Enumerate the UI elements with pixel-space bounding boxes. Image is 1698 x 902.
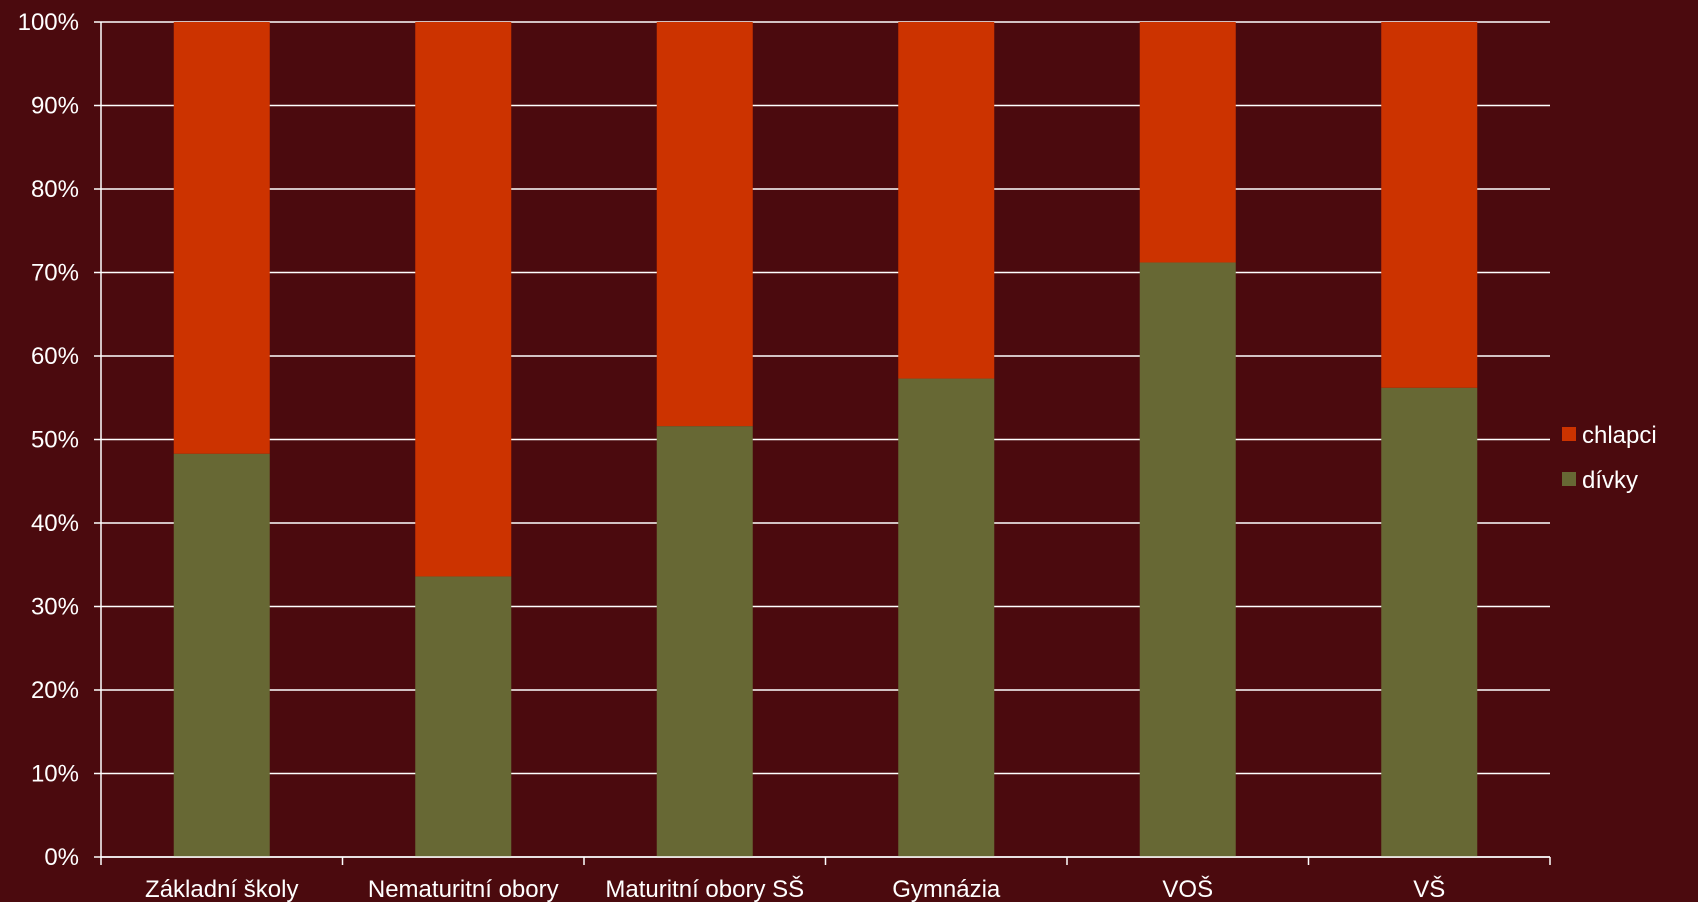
y-tick-label: 0% (44, 844, 79, 871)
bar-segment-divky (173, 453, 270, 857)
y-tick-label: 30% (31, 594, 79, 621)
bar-segment-chlapci (415, 22, 512, 577)
bar-segment-divky (656, 426, 753, 857)
legend: chlapci dívky (1562, 422, 1657, 494)
y-tick-label: 50% (31, 427, 79, 454)
axes (94, 21, 1551, 865)
bar-segment-chlapci (898, 22, 995, 379)
y-tick-label: 10% (31, 761, 79, 788)
bar-segment-divky (898, 378, 995, 857)
legend-swatch (1562, 427, 1576, 441)
y-tick-label: 70% (31, 260, 79, 287)
gridlines (101, 21, 1550, 858)
bar-segment-divky (1139, 262, 1236, 858)
bar-segment-chlapci (173, 22, 270, 454)
bar-segment-divky (415, 576, 512, 857)
x-tick-label: Základní školy (145, 876, 298, 902)
x-tick-labels: Základní školy Nematuritní obory Maturitní… (145, 875, 1445, 902)
y-tick-label: 80% (31, 176, 79, 203)
x-tick-label: Gymnázia (892, 876, 1001, 902)
y-tick-labels: 0% 10% 20% 30% 40% 50% 60% 70% 80% 90% 100% (18, 9, 79, 871)
x-tick-label: VOŠ (1162, 875, 1213, 902)
legend-swatch (1562, 472, 1576, 486)
y-tick-label: 90% (31, 93, 79, 120)
bar-segment-chlapci (1381, 22, 1478, 388)
bar-segment-divky (1381, 387, 1478, 857)
y-tick-label: 100% (18, 9, 79, 36)
y-tick-label: 20% (31, 677, 79, 704)
legend-label: chlapci (1582, 422, 1657, 449)
bar-segment-chlapci (656, 22, 753, 427)
x-tick-label: VŠ (1413, 875, 1445, 902)
legend-label: dívky (1582, 467, 1638, 494)
x-tick-label: Maturitní obory SŠ (605, 875, 804, 902)
x-tick-label: Nematuritní obory (368, 876, 559, 902)
bars (173, 22, 1478, 858)
y-tick-label: 40% (31, 510, 79, 537)
y-tick-label: 60% (31, 343, 79, 370)
bar-segment-chlapci (1139, 22, 1236, 263)
